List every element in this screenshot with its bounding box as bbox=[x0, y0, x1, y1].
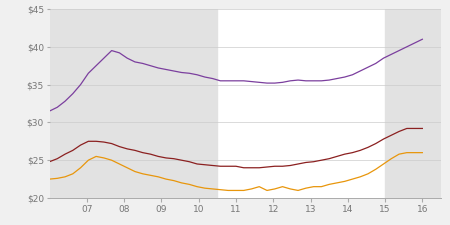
Bar bbox=[50, 9, 217, 198]
Bar bbox=[385, 9, 450, 198]
